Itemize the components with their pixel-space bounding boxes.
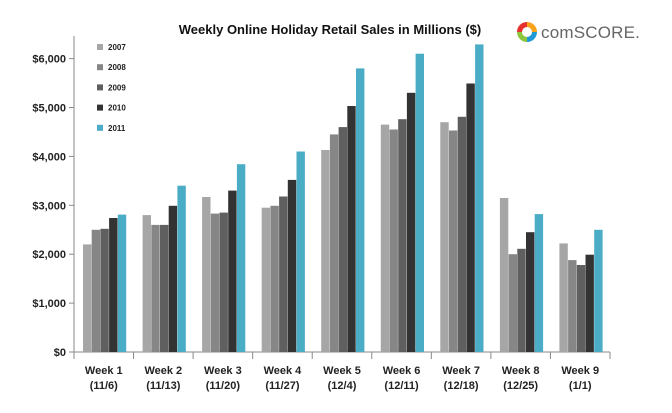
- x-tick-sublabel: (11/13): [146, 380, 181, 392]
- legend-swatch: [97, 104, 103, 111]
- chart-title: Weekly Online Holiday Retail Sales in Mi…: [179, 22, 481, 37]
- logo-petal-icon: [527, 22, 537, 32]
- bar-2007: [559, 243, 568, 352]
- x-tick-sublabel: (11/20): [206, 380, 241, 392]
- bar-2009: [219, 212, 228, 352]
- bars: [83, 44, 603, 353]
- bar-2009: [457, 116, 467, 352]
- legend-label: 2009: [108, 83, 126, 92]
- bar-2010: [228, 190, 237, 352]
- bar-2011: [534, 214, 544, 352]
- legend-label: 2007: [108, 43, 126, 52]
- legend-swatch: [97, 44, 103, 50]
- bar-2011: [117, 214, 127, 352]
- bar-2009: [279, 196, 288, 352]
- x-tick-label: Week 9: [561, 365, 599, 377]
- x-tick-sublabel: (11/6): [90, 380, 118, 392]
- logo-petal-icon: [517, 22, 527, 32]
- bar-2010: [168, 205, 178, 352]
- bar-2007: [321, 150, 330, 352]
- bar-2008: [210, 213, 220, 352]
- bar-2010: [526, 232, 535, 352]
- bar-2010: [347, 106, 356, 352]
- x-tick-sublabel: (12/18): [444, 380, 479, 392]
- bar-2010: [406, 92, 416, 353]
- bar-2011: [415, 53, 424, 352]
- bar-2011: [475, 44, 484, 353]
- bar-2008: [449, 130, 458, 352]
- logo-petal-icon: [527, 32, 537, 42]
- bar-2007: [499, 198, 509, 352]
- bar-2008: [508, 254, 517, 352]
- bar-2009: [100, 228, 109, 352]
- bar-2009: [576, 265, 586, 352]
- logo-petal-icon: [517, 32, 527, 42]
- legend-label: 2011: [108, 124, 126, 133]
- bar-2010: [109, 218, 118, 352]
- x-tick-label: Week 8: [502, 365, 540, 377]
- x-tick-sublabel: (12/11): [384, 380, 419, 392]
- x-tick-label: Week 4: [264, 365, 303, 377]
- bar-2008: [91, 229, 101, 353]
- logo: comSCORE.: [517, 22, 640, 42]
- y-tick-label: $5,000: [32, 103, 66, 115]
- x-tick-label: Week 7: [442, 365, 480, 377]
- bar-2008: [568, 260, 577, 352]
- bar-2007: [380, 124, 390, 352]
- logo-text: comSCORE.: [541, 23, 640, 42]
- x-tick-sublabel: (11/27): [265, 380, 300, 392]
- bar-2011: [594, 229, 603, 353]
- bar-2009: [398, 119, 407, 352]
- y-tick-label: $4,000: [32, 151, 66, 163]
- legend-label: 2008: [108, 63, 126, 72]
- bar-2010: [287, 179, 297, 352]
- y-tick-label: $6,000: [32, 54, 66, 66]
- y-tick-label: $2,000: [32, 249, 66, 261]
- legend-label: 2010: [108, 104, 126, 113]
- y-tick-label: $1,000: [32, 298, 66, 310]
- bar-2009: [160, 224, 169, 352]
- x-tick-label: Week 2: [144, 365, 182, 377]
- legend-swatch: [97, 124, 103, 131]
- bar-2011: [296, 151, 305, 352]
- bar-2011: [177, 185, 186, 352]
- bar-2011: [356, 68, 365, 353]
- bar-2007: [83, 244, 92, 352]
- bar-2010: [585, 254, 594, 352]
- x-tick-sublabel: (12/4): [328, 380, 357, 392]
- logo-mark-icon: [517, 22, 537, 42]
- x-tick-label: Week 6: [383, 365, 421, 377]
- x-tick-label: Week 5: [323, 365, 361, 377]
- axes: $0 $1,000 $2,000 $3,000 $4,000 $5,000 $6,000 We…: [32, 36, 611, 392]
- bar-2007: [202, 197, 211, 352]
- bar-2008: [329, 134, 339, 352]
- x-tick-label: Week 1: [85, 365, 123, 377]
- legend: 2007 2008 2009 2010 2011: [97, 43, 126, 133]
- x-tick-sublabel: (1/1): [569, 380, 592, 392]
- bar-2008: [389, 129, 398, 352]
- y-tick-label: $3,000: [32, 200, 66, 212]
- bar-2010: [466, 83, 475, 352]
- bar-2011: [236, 164, 246, 352]
- bar-2009: [338, 127, 347, 352]
- bar-2008: [270, 205, 279, 352]
- x-tick-label: Week 3: [204, 365, 242, 377]
- bar-2007: [440, 122, 449, 352]
- legend-swatch: [97, 64, 103, 71]
- bar-2009: [517, 248, 526, 352]
- bar-2007: [261, 207, 271, 352]
- bar-2008: [151, 224, 160, 352]
- x-tick-sublabel: (12/25): [503, 380, 538, 392]
- y-tick-label: $0: [54, 347, 66, 359]
- legend-swatch: [97, 84, 103, 91]
- bar-2007: [142, 215, 151, 352]
